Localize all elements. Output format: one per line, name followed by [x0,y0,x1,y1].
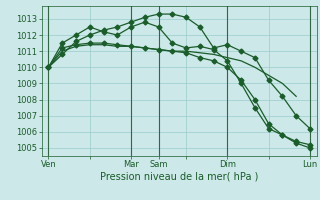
X-axis label: Pression niveau de la mer( hPa ): Pression niveau de la mer( hPa ) [100,172,258,182]
